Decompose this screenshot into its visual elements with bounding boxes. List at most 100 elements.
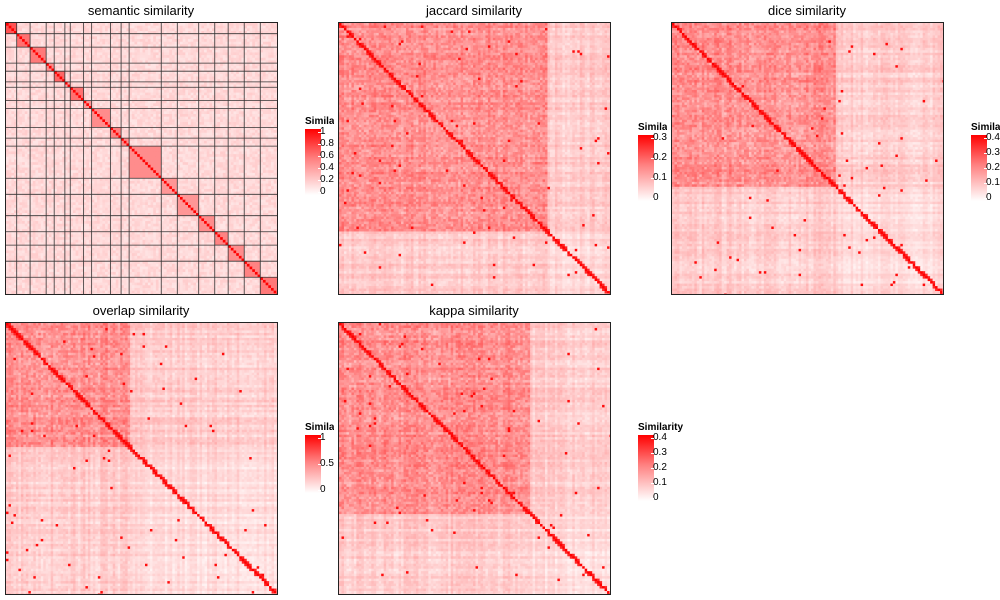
heatmap-cell: [107, 65, 111, 69]
heatmap-cell: [67, 89, 71, 93]
heatmap-cell: [24, 31, 28, 35]
heatmap-cell: [131, 124, 135, 128]
heatmap-cell: [246, 108, 250, 112]
heatmap-cell: [166, 57, 170, 61]
heatmap-cell: [139, 111, 143, 115]
heatmap-cell: [174, 130, 178, 134]
heatmap-cell: [230, 119, 234, 123]
heatmap-cell: [265, 100, 269, 104]
heatmap-cell: [252, 28, 256, 32]
heatmap-cell: [249, 132, 253, 136]
heatmap-cell: [142, 71, 146, 75]
heatmap-cell: [273, 124, 277, 128]
heatmap-cell: [204, 135, 208, 139]
heatmap-cell: [88, 127, 93, 131]
heatmap-cell: [276, 52, 277, 56]
heatmap-cell: [24, 140, 28, 144]
heatmap-cell: [171, 127, 176, 131]
heatmap-cell: [244, 33, 248, 37]
heatmap-cell: [233, 31, 237, 35]
heatmap-cell: [238, 114, 242, 118]
heatmap-cell: [273, 111, 277, 115]
heatmap-cell: [142, 143, 146, 147]
heatmap-cell: [121, 103, 125, 107]
heatmap-cell: [16, 25, 20, 29]
heatmap-cell: [8, 116, 12, 120]
heatmap-cell: [19, 49, 23, 53]
heatmap-cell: [16, 89, 20, 93]
heatmap-cell: [121, 130, 125, 134]
heatmap-cell: [158, 47, 162, 51]
heatmap-cell: [78, 39, 82, 43]
heatmap-cell: [94, 95, 98, 99]
heatmap-cell: [8, 140, 12, 144]
heatmap-cell: [260, 73, 264, 77]
heatmap-cell: [214, 92, 218, 96]
heatmap-cell: [147, 81, 151, 85]
heatmap-cell: [161, 71, 165, 75]
heatmap-cell: [145, 122, 149, 126]
heatmap-cell: [209, 79, 213, 83]
heatmap-cell: [129, 114, 133, 118]
heatmap-cell: [16, 114, 20, 118]
heatmap-cell: [163, 143, 167, 147]
heatmap-cell: [62, 116, 66, 120]
heatmap-cell: [99, 39, 103, 43]
heatmap-cell: [16, 148, 20, 152]
heatmap-cell: [171, 119, 176, 123]
heatmap-cell: [153, 36, 157, 40]
diagonal-cell: [91, 108, 95, 112]
heatmap-cell: [80, 151, 85, 155]
heatmap-cell: [198, 52, 202, 56]
heatmap-cell: [91, 103, 95, 107]
heatmap-cell: [113, 132, 117, 136]
heatmap-cell: [6, 100, 10, 104]
heatmap-cell: [217, 148, 221, 152]
heatmap-cell: [80, 25, 85, 29]
heatmap-cell: [147, 114, 151, 118]
heatmap-cell: [16, 31, 20, 35]
heatmap-cell: [19, 103, 23, 107]
heatmap-cell: [48, 33, 52, 37]
heatmap-cell: [107, 100, 111, 104]
heatmap-cell: [131, 52, 135, 56]
heatmap-cell: [163, 135, 167, 139]
heatmap-cell: [190, 151, 194, 155]
heatmap-cell: [246, 124, 250, 128]
heatmap-cell: [161, 151, 165, 155]
heatmap-cell: [83, 52, 87, 56]
heatmap-cell: [142, 122, 146, 126]
heatmap-cell: [59, 87, 63, 91]
heatmap-cell: [252, 31, 256, 35]
heatmap-cell: [94, 36, 98, 40]
heatmap-cell: [54, 84, 58, 88]
heatmap-cell: [198, 138, 202, 142]
heatmap-cell: [171, 103, 176, 107]
heatmap-cell: [244, 130, 248, 134]
heatmap-cell: [260, 63, 264, 67]
heatmap-cell: [91, 76, 95, 80]
heatmap-cell: [262, 60, 267, 64]
heatmap-cell: [129, 73, 133, 77]
heatmap-cell: [46, 143, 50, 147]
heatmap-cell: [171, 79, 176, 83]
heatmap-cell: [99, 65, 103, 69]
heatmap-cell: [113, 68, 117, 72]
heatmap-cell: [225, 103, 229, 107]
heatmap-cell: [99, 100, 103, 104]
heatmap-cell: [121, 127, 125, 131]
heatmap-cell: [185, 65, 189, 69]
heatmap-cell: [230, 49, 234, 53]
heatmap-cell: [32, 73, 36, 77]
heatmap-cell: [105, 84, 109, 88]
heatmap-cell: [142, 84, 146, 88]
heatmap-cell: [35, 76, 39, 80]
heatmap-cell: [134, 89, 138, 93]
heatmap-cell: [209, 89, 213, 93]
heatmap-cell: [102, 28, 106, 32]
heatmap-cell: [97, 28, 101, 32]
heatmap-cell: [254, 151, 258, 155]
heatmap-cell: [212, 84, 216, 88]
heatmap-cell: [163, 36, 167, 40]
heatmap-cell: [206, 31, 210, 35]
